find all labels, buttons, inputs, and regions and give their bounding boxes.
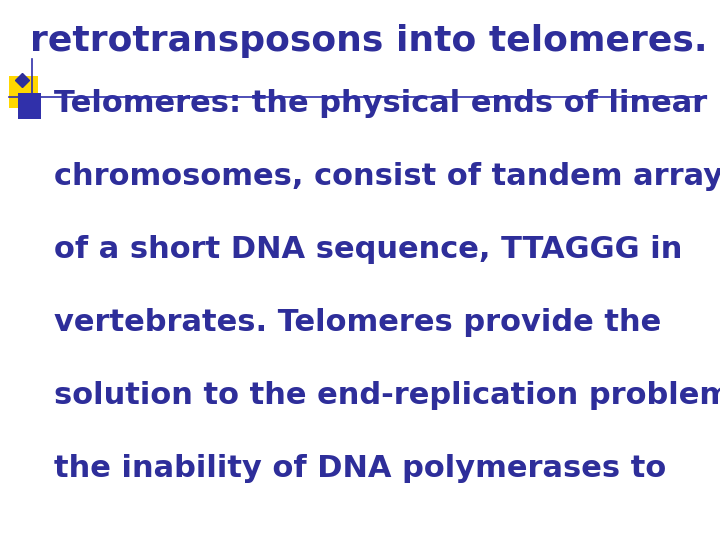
Text: the inability of DNA polymerases to: the inability of DNA polymerases to <box>54 454 666 483</box>
Bar <box>18 93 41 119</box>
Bar <box>9 76 38 108</box>
Text: retrotransposons into telomeres.: retrotransposons into telomeres. <box>30 24 708 58</box>
Text: Telomeres: the physical ends of linear: Telomeres: the physical ends of linear <box>54 89 707 118</box>
Text: solution to the end-replication problem-: solution to the end-replication problem- <box>54 381 720 410</box>
Text: chromosomes, consist of tandem arrays: chromosomes, consist of tandem arrays <box>54 162 720 191</box>
Text: of a short DNA sequence, TTAGGG in: of a short DNA sequence, TTAGGG in <box>54 235 683 264</box>
Text: vertebrates. Telomeres provide the: vertebrates. Telomeres provide the <box>54 308 661 337</box>
